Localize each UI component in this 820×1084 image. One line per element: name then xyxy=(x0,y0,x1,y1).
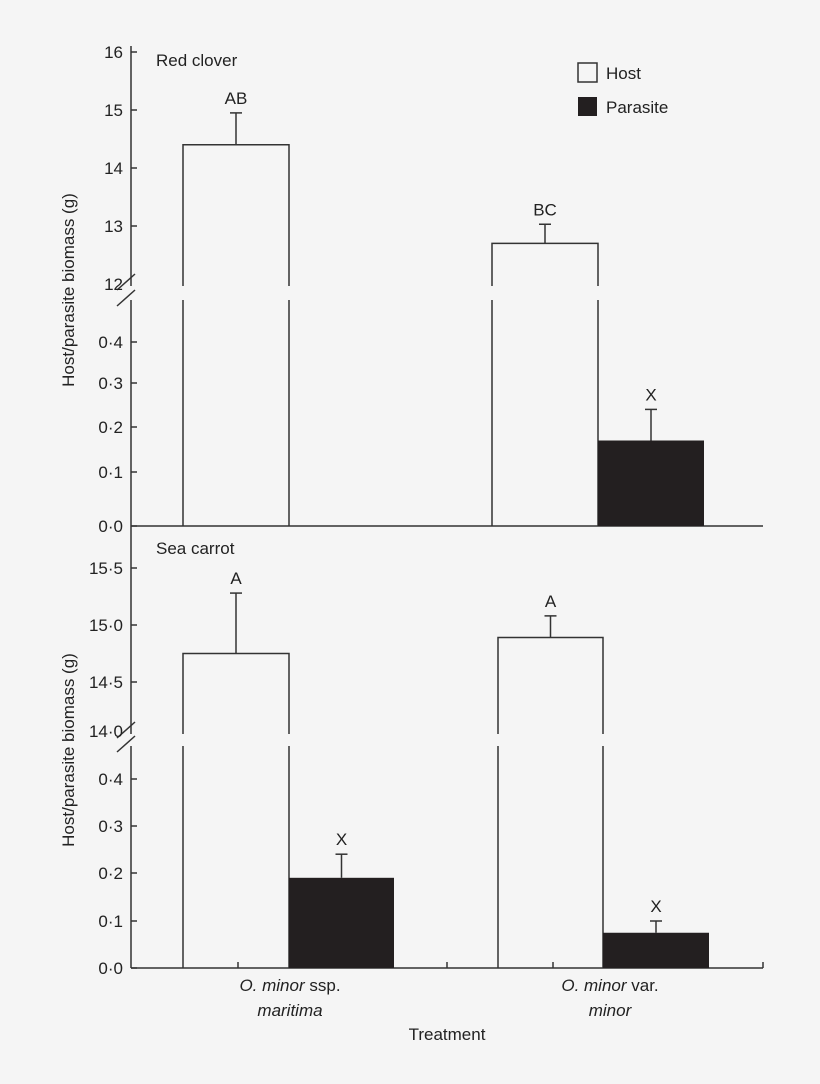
panel2-y-tick-label: 14·0 xyxy=(89,722,123,741)
panel2-y-tick-label: 0·1 xyxy=(98,912,123,931)
panel1-y-tick-label: 16 xyxy=(104,43,123,62)
panel2-bar-host-1-significance-letter: A xyxy=(230,569,242,588)
panel2-axis-break-mark xyxy=(116,735,136,753)
x-group-label-1-line2: maritima xyxy=(257,1001,322,1020)
panel1-bar-host-2-significance-letter: BC xyxy=(533,200,557,219)
panel1-y-tick-label: 0·4 xyxy=(98,333,123,352)
y-axis-label-top: Host/parasite biomass (g) xyxy=(59,193,78,387)
panel2-bar-host-1 xyxy=(182,652,290,968)
legend-label-host: Host xyxy=(606,64,641,83)
panel1-y-tick-label: 0·1 xyxy=(98,463,123,482)
panel-label-red-clover: Red clover xyxy=(156,51,238,70)
panel2-y-tick-label: 14·5 xyxy=(89,673,123,692)
panel2-bar-parasite-2-significance-letter: X xyxy=(650,897,661,916)
legend-swatch-host xyxy=(577,62,598,83)
panel1-y-tick-label: 15 xyxy=(104,101,123,120)
panel2-y-tick-label: 15·5 xyxy=(89,559,123,578)
x-group-label-2-line1: O. minor var. xyxy=(561,976,658,995)
x-group-label-2-line2: minor xyxy=(589,1001,633,1020)
x-axis-title: Treatment xyxy=(409,1025,486,1044)
panel1-y-tick-label: 0·2 xyxy=(98,418,123,437)
panel2-y-tick-label: 0·0 xyxy=(98,959,123,978)
panel2-y-tick-label: 0·3 xyxy=(98,817,123,836)
panel2-bar-parasite-2 xyxy=(603,932,709,968)
legend-label-parasite: Parasite xyxy=(606,98,668,117)
panel1-bar-host-1 xyxy=(182,144,290,526)
panel1-bar-parasite-2 xyxy=(598,440,704,526)
panel1-bar-host-1-significance-letter: AB xyxy=(225,89,248,108)
panel1-y-tick-label: 12 xyxy=(104,275,123,294)
panel1-y-tick-label: 13 xyxy=(104,217,123,236)
panel1-y-tick-label: 0·3 xyxy=(98,374,123,393)
panel1-axis-break-mark xyxy=(116,273,136,291)
panel2-y-tick-label: 0·4 xyxy=(98,770,123,789)
legend: Host Parasite xyxy=(577,62,668,117)
panel2-y-tick-label: 0·2 xyxy=(98,864,123,883)
panel1-axis-break-mark xyxy=(116,289,136,307)
panel1-y-tick-label: 0·0 xyxy=(98,517,123,536)
panel2-bar-host-2-significance-letter: A xyxy=(545,592,557,611)
panel1-bar-host-2 xyxy=(491,242,599,526)
panel2-bar-parasite-1-significance-letter: X xyxy=(336,830,347,849)
panel-label-sea-carrot: Sea carrot xyxy=(156,539,235,558)
panel2-y-tick-label: 15·0 xyxy=(89,616,123,635)
panel1-y-tick-label: 14 xyxy=(104,159,123,178)
x-axis-labels: O. minor ssp. maritima O. minor var. min… xyxy=(239,976,658,1044)
y-axis-label-bottom: Host/parasite biomass (g) xyxy=(59,653,78,847)
legend-swatch-parasite xyxy=(578,97,597,116)
panel2-bar-host-2 xyxy=(497,636,604,968)
panel1-bar-parasite-2-significance-letter: X xyxy=(645,385,656,404)
panel2-bar-parasite-1 xyxy=(289,877,394,968)
x-group-label-1-line1: O. minor ssp. xyxy=(239,976,340,995)
panel2-axis-break-mark xyxy=(116,721,136,739)
